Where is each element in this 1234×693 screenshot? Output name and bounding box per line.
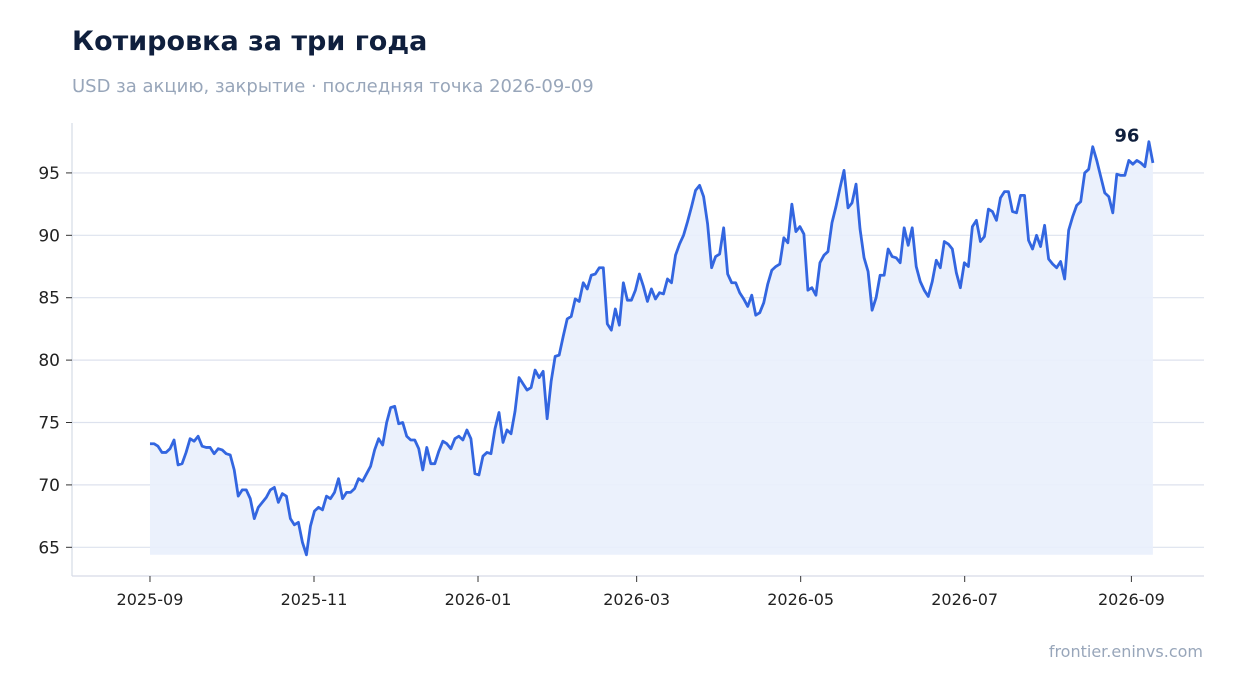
source-footer: frontier.eninvs.com — [1048, 642, 1203, 661]
axes — [71, 123, 1204, 577]
y-tick-label: 75 — [38, 414, 60, 434]
x-tick-label: 2026-05 — [767, 590, 834, 609]
x-tick-label: 2025-09 — [117, 590, 184, 609]
x-axis-ticks: 2025-09 2025-11 2026-01 2026-03 2026-05 2026-… — [117, 576, 1165, 609]
price-area-fill — [149, 141, 1153, 555]
y-tick-label: 70 — [38, 476, 60, 496]
y-tick-label: 90 — [38, 226, 60, 246]
x-tick-label: 2026-01 — [445, 590, 512, 609]
y-tick-label: 65 — [38, 538, 60, 558]
chart-subtitle: USD за акцию, закрытие · последняя точка… — [72, 76, 594, 97]
y-tick-label: 85 — [38, 289, 60, 309]
x-tick-label: 2025-11 — [281, 590, 348, 609]
x-tick-label: 2026-03 — [603, 590, 670, 609]
y-tick-label: 80 — [38, 351, 60, 371]
last-value-label: 96 — [1114, 126, 1139, 147]
x-tick-label: 2026-09 — [1098, 590, 1165, 609]
chart-title: Котировка за три года — [72, 26, 428, 57]
x-tick-label: 2026-07 — [931, 590, 998, 609]
y-tick-label: 95 — [38, 164, 60, 184]
price-line — [149, 140, 1155, 557]
y-axis-ticks: 65 70 75 80 85 90 95 — [38, 164, 72, 558]
